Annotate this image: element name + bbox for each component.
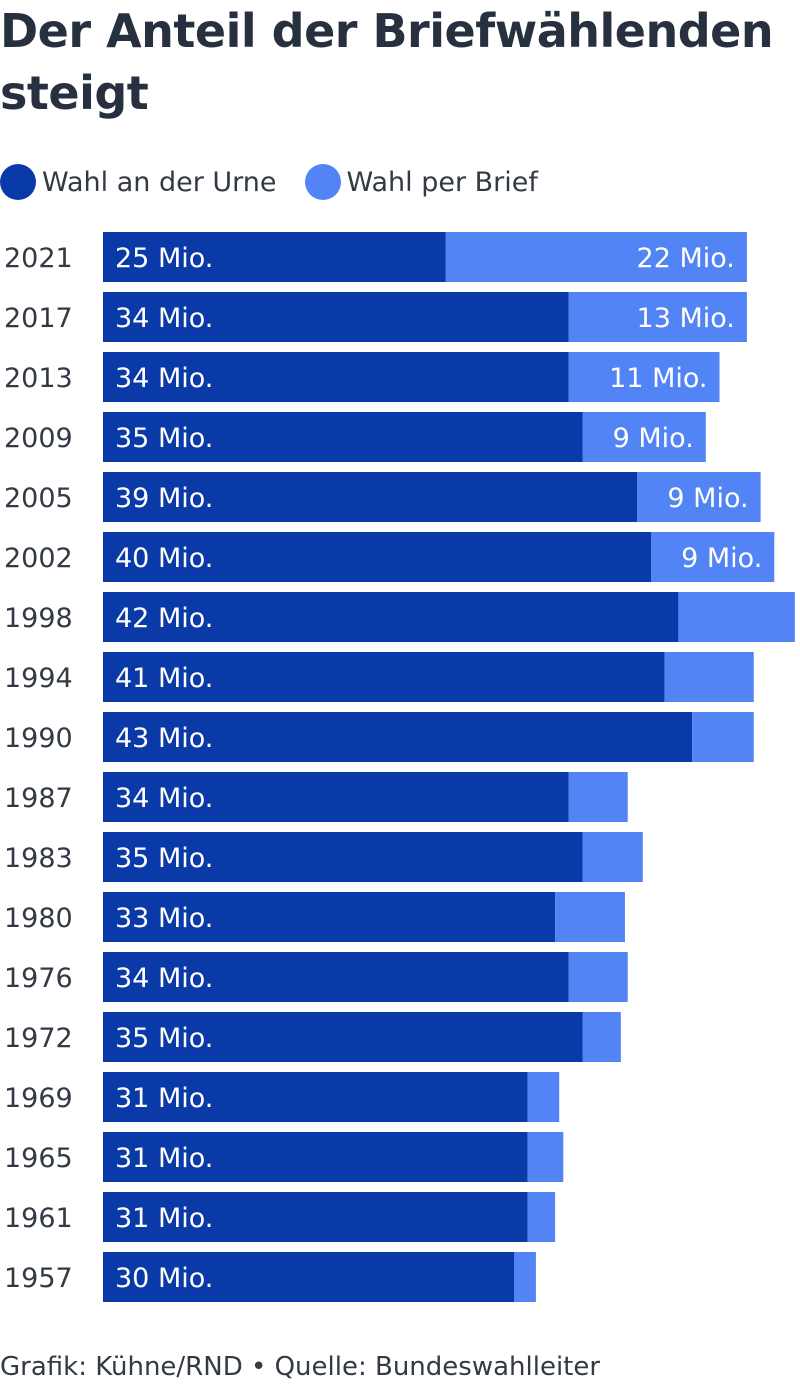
value-label-brief: 13 Mio. <box>637 303 735 334</box>
value-label-urne: 35 Mio. <box>115 423 213 454</box>
bar-urne <box>103 952 569 1002</box>
bar-urne <box>103 352 569 402</box>
bar-urne <box>103 772 569 822</box>
bar-urne <box>103 892 556 942</box>
value-label-urne: 41 Mio. <box>115 663 213 694</box>
value-label-urne: 31 Mio. <box>115 1083 213 1114</box>
value-label-brief: 9 Mio. <box>681 543 762 574</box>
bar-brief <box>568 292 747 342</box>
bar-urne <box>103 652 665 702</box>
value-label-urne: 31 Mio. <box>115 1203 213 1234</box>
bar-brief <box>678 592 795 642</box>
bar-brief <box>555 892 625 942</box>
bar-urne <box>103 1252 514 1302</box>
year-label: 2002 <box>4 543 73 574</box>
value-label-urne: 35 Mio. <box>115 1023 213 1054</box>
year-label: 1990 <box>4 723 73 754</box>
legend-label-brief: Wahl per Brief <box>346 166 538 198</box>
value-label-brief: 22 Mio. <box>637 243 735 274</box>
value-label-urne: 40 Mio. <box>115 543 213 574</box>
value-label-urne: 43 Mio. <box>115 723 213 754</box>
bar-brief <box>651 532 775 582</box>
year-label: 1980 <box>4 903 73 934</box>
bar-brief <box>637 472 761 522</box>
value-label-urne: 34 Mio. <box>115 963 213 994</box>
legend-item-urne: Wahl an der Urne <box>0 164 277 200</box>
year-label: 1994 <box>4 663 73 694</box>
value-label-urne: 33 Mio. <box>115 903 213 934</box>
bar-brief <box>527 1192 556 1242</box>
value-label-brief: 9 Mio. <box>667 483 748 514</box>
year-label: 2021 <box>4 243 73 274</box>
bar-brief <box>582 1012 621 1062</box>
year-label: 2017 <box>4 303 73 334</box>
value-label-urne: 42 Mio. <box>115 603 213 634</box>
bar-urne <box>103 832 583 882</box>
year-label: 1998 <box>4 603 73 634</box>
legend-swatch-brief <box>304 164 341 200</box>
source-note: Grafik: Kühne/RND • Quelle: Bundeswahlle… <box>0 1352 601 1382</box>
bar-brief <box>527 1072 560 1122</box>
year-label: 1961 <box>4 1203 73 1234</box>
bar-urne <box>103 712 693 762</box>
year-label: 1965 <box>4 1143 73 1174</box>
legend-swatch-urne <box>0 164 36 200</box>
value-label-brief: 11 Mio. <box>609 363 707 394</box>
bar-urne <box>103 1192 528 1242</box>
bar-urne <box>103 1012 583 1062</box>
bar-brief <box>568 772 628 822</box>
bar-brief <box>568 952 628 1002</box>
bar-brief <box>582 832 643 882</box>
value-label-urne: 30 Mio. <box>115 1263 213 1294</box>
value-label-urne: 35 Mio. <box>115 843 213 874</box>
year-label: 1976 <box>4 963 73 994</box>
bar-urne <box>103 1132 528 1182</box>
value-label-urne: 39 Mio. <box>115 483 213 514</box>
year-label: 1969 <box>4 1083 73 1114</box>
chart-title: Der Anteil der Briefwählenden steigt <box>0 4 774 120</box>
year-label: 2005 <box>4 483 73 514</box>
value-label-urne: 25 Mio. <box>115 243 213 274</box>
year-label: 2013 <box>4 363 73 394</box>
bar-urne <box>103 592 679 642</box>
bar-brief <box>527 1132 564 1182</box>
legend-item-brief: Wahl per Brief <box>304 164 538 200</box>
bar-urne <box>103 232 446 282</box>
value-label-brief: 9 Mio. <box>613 423 694 454</box>
bar-brief <box>582 412 706 462</box>
bar-brief <box>692 712 754 762</box>
bar-brief <box>514 1252 536 1302</box>
year-label: 1972 <box>4 1023 73 1054</box>
bar-urne <box>103 472 638 522</box>
bar-brief <box>664 652 754 702</box>
value-label-urne: 34 Mio. <box>115 363 213 394</box>
legend: Wahl an der Urne Wahl per Brief <box>0 162 566 202</box>
year-label: 1983 <box>4 843 73 874</box>
bar-chart: 2021 25 Mio. 22 Mio. 2017 34 Mio. 13 Mio. 2013… <box>4 232 795 1302</box>
bar-urne <box>103 412 583 462</box>
year-label: 1957 <box>4 1263 73 1294</box>
bar-urne <box>103 1072 528 1122</box>
bar-brief <box>445 232 747 282</box>
year-label: 1987 <box>4 783 73 814</box>
value-label-urne: 34 Mio. <box>115 783 213 814</box>
bar-urne <box>103 532 651 582</box>
legend-label-urne: Wahl an der Urne <box>42 166 277 198</box>
bar-urne <box>103 292 569 342</box>
year-label: 2009 <box>4 423 73 454</box>
bar-brief <box>568 352 720 402</box>
value-label-urne: 34 Mio. <box>115 303 213 334</box>
value-label-urne: 31 Mio. <box>115 1143 213 1174</box>
